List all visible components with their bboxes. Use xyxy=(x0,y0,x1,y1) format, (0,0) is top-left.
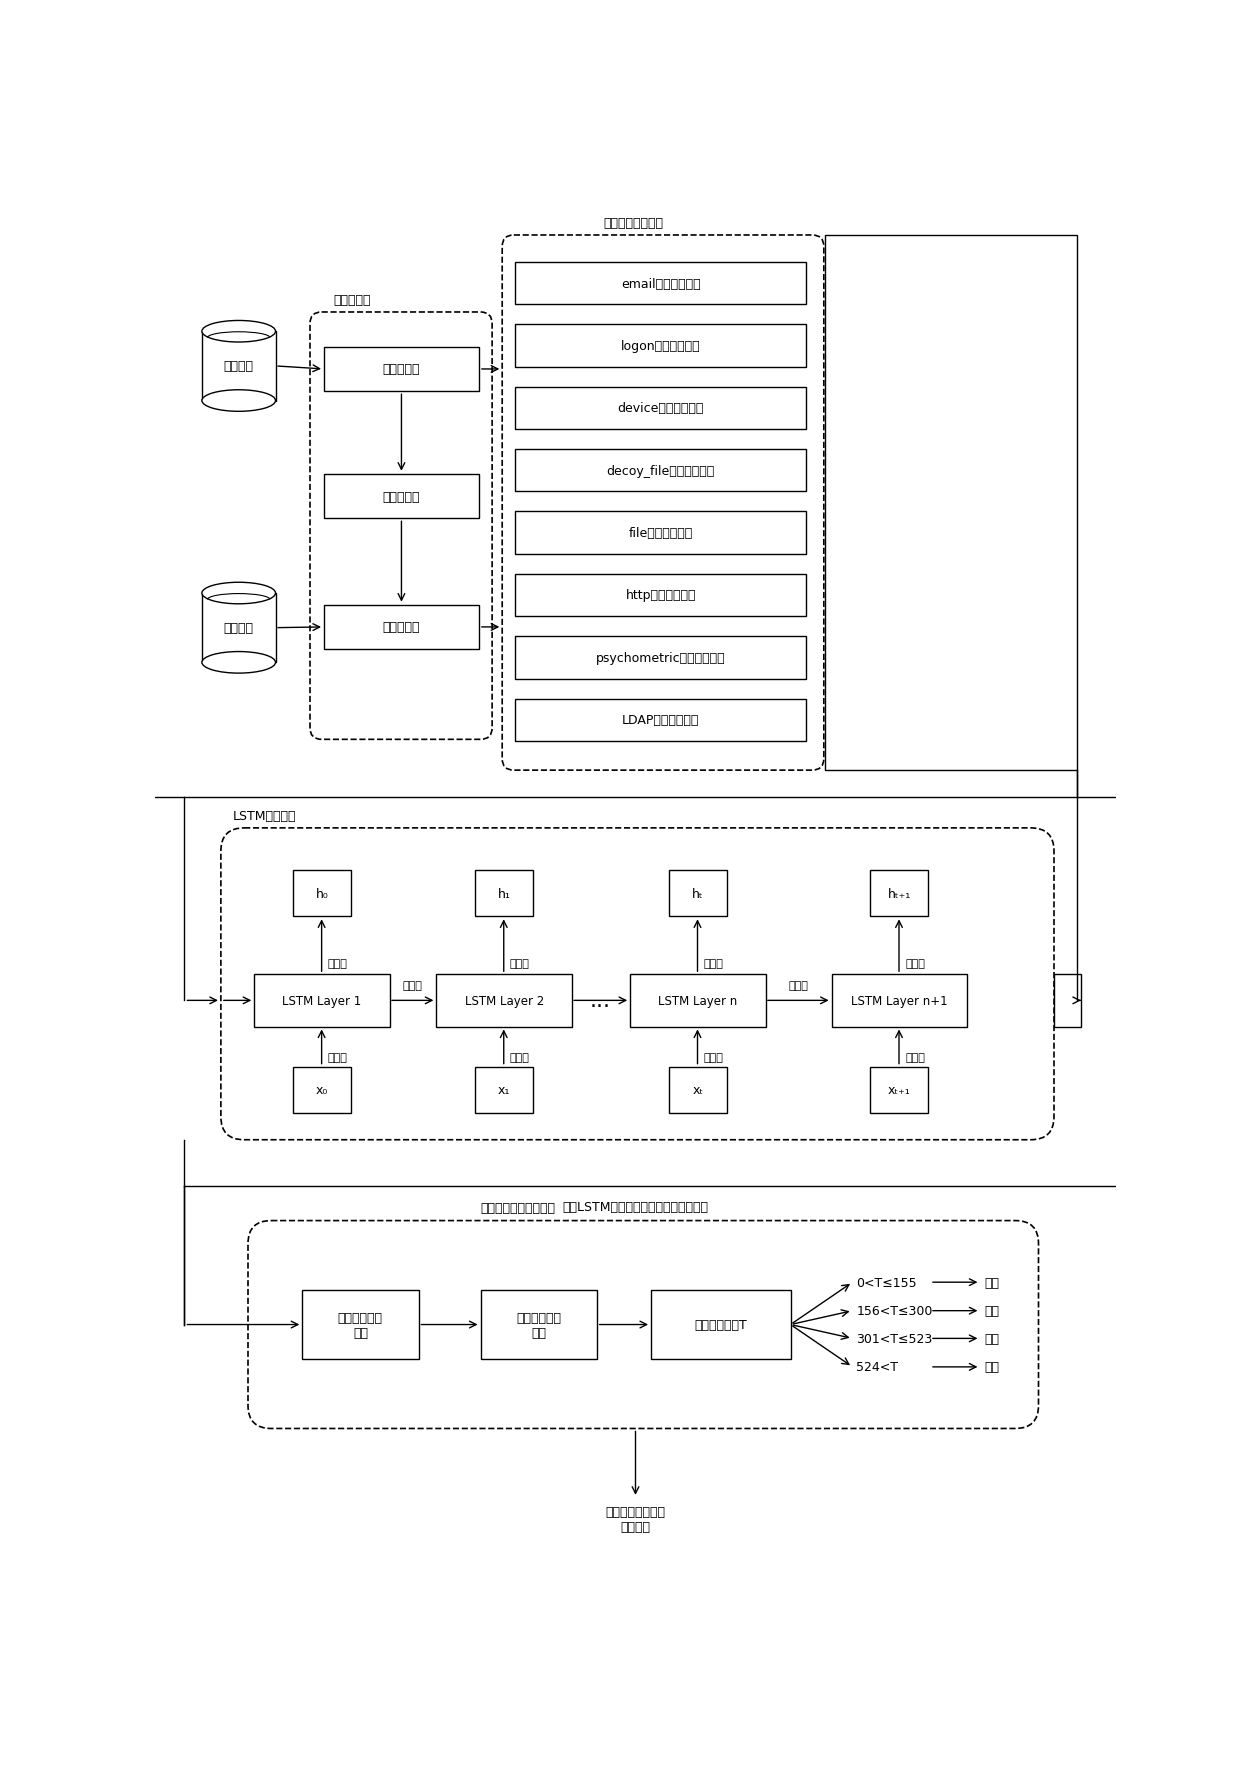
Bar xyxy=(516,450,806,493)
Bar xyxy=(516,512,806,555)
Text: 156<T≤300: 156<T≤300 xyxy=(857,1305,932,1317)
Text: 输出门: 输出门 xyxy=(704,957,724,968)
Text: 高危: 高危 xyxy=(985,1360,999,1374)
Ellipse shape xyxy=(202,652,275,674)
Text: 输入门: 输入门 xyxy=(327,1053,347,1062)
Text: 内部威胁人物风险
预测结果: 内部威胁人物风险 预测结果 xyxy=(605,1505,666,1534)
Text: 空缺值补全: 空缺值补全 xyxy=(383,489,420,504)
Text: 遗忘门: 遗忘门 xyxy=(789,980,808,989)
Text: 无危: 无危 xyxy=(985,1277,999,1289)
Text: logon数据特征提取: logon数据特征提取 xyxy=(621,340,701,353)
Bar xyxy=(516,388,806,429)
Text: 524<T: 524<T xyxy=(857,1360,898,1374)
Text: 风险预测模型
应用: 风险预测模型 应用 xyxy=(337,1310,383,1339)
Bar xyxy=(324,605,479,651)
Text: h₀: h₀ xyxy=(316,886,329,901)
Text: 中危: 中危 xyxy=(985,1332,999,1346)
Text: 输出门: 输出门 xyxy=(905,957,925,968)
Text: hₜ: hₜ xyxy=(692,886,704,901)
Text: 异常值剖除: 异常值剖除 xyxy=(383,363,420,376)
Text: 数据标准化: 数据标准化 xyxy=(383,621,420,635)
Text: LDAP数据特征提取: LDAP数据特征提取 xyxy=(622,715,699,727)
Text: device数据特征提取: device数据特征提取 xyxy=(618,402,704,415)
Text: 0<T≤155: 0<T≤155 xyxy=(857,1277,918,1289)
Text: email数据特征提取: email数据特征提取 xyxy=(621,277,701,291)
Bar xyxy=(651,1291,791,1360)
Text: 低危: 低危 xyxy=(985,1305,999,1317)
Bar xyxy=(475,871,533,917)
Bar xyxy=(303,1291,419,1360)
Bar xyxy=(516,324,806,367)
Text: 输出门: 输出门 xyxy=(510,957,529,968)
Text: 数据预处理: 数据预处理 xyxy=(334,294,371,307)
Bar xyxy=(324,475,479,519)
Text: decoy_file数据特征提取: decoy_file数据特征提取 xyxy=(606,465,714,477)
Text: 内部威胁概率
计算: 内部威胁概率 计算 xyxy=(516,1310,562,1339)
Text: LSTM模型训练: LSTM模型训练 xyxy=(233,808,296,823)
Bar xyxy=(293,1067,351,1113)
Text: 内部威胁评分T: 内部威胁评分T xyxy=(694,1319,748,1332)
Bar xyxy=(324,348,479,392)
Text: 测试数据: 测试数据 xyxy=(223,622,254,635)
Text: file数据特征提取: file数据特征提取 xyxy=(629,527,693,539)
Text: LSTM Layer n: LSTM Layer n xyxy=(658,995,738,1007)
Text: 遗忘门: 遗忘门 xyxy=(403,980,423,989)
Bar xyxy=(202,332,275,401)
Text: 内部威胁人物风险预测: 内部威胁人物风险预测 xyxy=(481,1202,556,1215)
FancyBboxPatch shape xyxy=(502,236,823,771)
Text: x₀: x₀ xyxy=(316,1083,329,1096)
Bar xyxy=(630,975,766,1027)
Ellipse shape xyxy=(202,390,275,411)
Bar xyxy=(481,1291,596,1360)
Text: h₁: h₁ xyxy=(497,886,511,901)
Bar xyxy=(1054,975,1081,1027)
Bar xyxy=(826,236,1078,771)
Bar xyxy=(516,699,806,741)
Bar xyxy=(254,975,389,1027)
Text: ...: ... xyxy=(590,991,611,1011)
Text: psychometric数据特征提取: psychometric数据特征提取 xyxy=(596,651,725,665)
Text: LSTM Layer n+1: LSTM Layer n+1 xyxy=(851,995,947,1007)
Ellipse shape xyxy=(202,321,275,342)
Text: 多源数据特征提取: 多源数据特征提取 xyxy=(603,216,663,230)
FancyBboxPatch shape xyxy=(310,312,492,739)
Bar xyxy=(832,975,967,1027)
Text: 输入门: 输入门 xyxy=(510,1053,529,1062)
Text: xₜ₊₁: xₜ₊₁ xyxy=(888,1083,910,1096)
Ellipse shape xyxy=(202,583,275,605)
Text: 基于LSTM的内部威胁人物风险预测模型: 基于LSTM的内部威胁人物风险预测模型 xyxy=(563,1200,708,1213)
Bar xyxy=(516,637,806,679)
Text: 输出门: 输出门 xyxy=(327,957,347,968)
FancyBboxPatch shape xyxy=(248,1222,1039,1429)
Bar xyxy=(870,871,929,917)
Bar xyxy=(668,1067,727,1113)
Bar xyxy=(202,594,275,663)
Text: hₜ₊₁: hₜ₊₁ xyxy=(888,886,911,901)
Bar xyxy=(668,871,727,917)
FancyBboxPatch shape xyxy=(221,828,1054,1140)
Bar xyxy=(436,975,572,1027)
Bar xyxy=(293,871,351,917)
Text: xₜ: xₜ xyxy=(692,1083,703,1096)
Bar xyxy=(516,574,806,617)
Text: LSTM Layer 1: LSTM Layer 1 xyxy=(283,995,362,1007)
Text: LSTM Layer 2: LSTM Layer 2 xyxy=(465,995,544,1007)
Bar xyxy=(475,1067,533,1113)
Text: x₁: x₁ xyxy=(498,1083,511,1096)
Bar xyxy=(870,1067,929,1113)
Text: 301<T≤523: 301<T≤523 xyxy=(857,1332,932,1346)
Text: 输入门: 输入门 xyxy=(905,1053,925,1062)
Bar xyxy=(516,262,806,305)
Text: 训练数据: 训练数据 xyxy=(223,360,254,372)
Text: 输入门: 输入门 xyxy=(704,1053,724,1062)
Text: http数据特征提取: http数据特征提取 xyxy=(625,589,696,603)
